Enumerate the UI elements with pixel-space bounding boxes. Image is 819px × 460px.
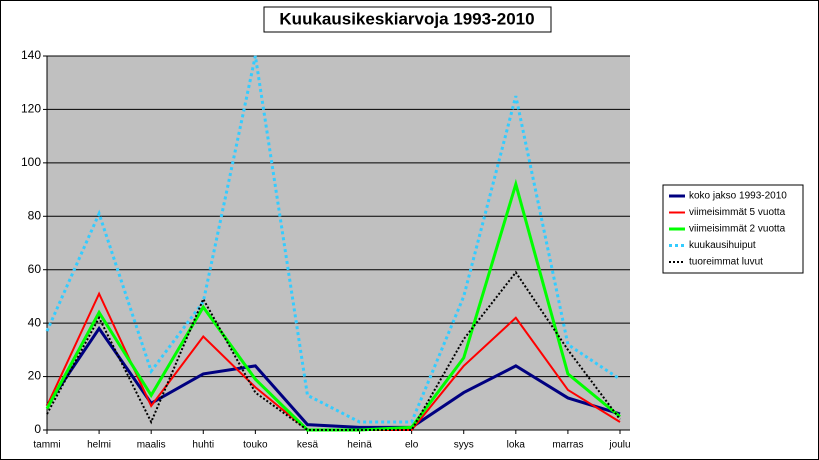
legend-label: koko jakso 1993-2010: [689, 191, 787, 202]
legend-label: kuukausihuiput: [689, 240, 756, 251]
legend-label: tuoreimmat luvut: [689, 257, 763, 268]
chart-title: Kuukausikeskiarvoja 1993-2010: [279, 9, 534, 28]
series-line: [45, 325, 621, 429]
y-tick-label: 40: [28, 315, 42, 329]
x-tick-label: huhti: [192, 440, 214, 451]
y-tick-label: 140: [21, 48, 41, 62]
x-tick-label: tammi: [33, 440, 60, 451]
x-tick-label: syys: [454, 440, 474, 451]
y-tick-label: 20: [28, 369, 42, 383]
legend-label: viimeisimmät 2 vuotta: [689, 224, 786, 235]
y-tick-label: 120: [21, 102, 41, 116]
x-tick-label: touko: [243, 440, 268, 451]
plot-area: [47, 56, 630, 430]
x-tick-label: helmi: [87, 440, 111, 451]
x-tick-label: marras: [552, 440, 583, 451]
series-line: [46, 270, 621, 431]
legend-label: viimeisimmät 5 vuotta: [689, 207, 786, 218]
x-tick-label: maalis: [137, 440, 166, 451]
x-tick-label: heinä: [347, 440, 372, 451]
x-tick-label: loka: [507, 440, 526, 451]
y-tick-label: 80: [28, 208, 42, 222]
series-line: [45, 55, 621, 424]
y-tick-label: 60: [28, 262, 42, 276]
x-tick-label: kesä: [297, 440, 319, 451]
y-tick-label: 100: [21, 155, 41, 169]
title-box: [263, 6, 552, 33]
x-tick-label: elo: [405, 440, 419, 451]
x-tick-label: joulu: [608, 440, 630, 451]
legend-box: [662, 184, 804, 274]
y-tick-label: 0: [34, 422, 41, 436]
